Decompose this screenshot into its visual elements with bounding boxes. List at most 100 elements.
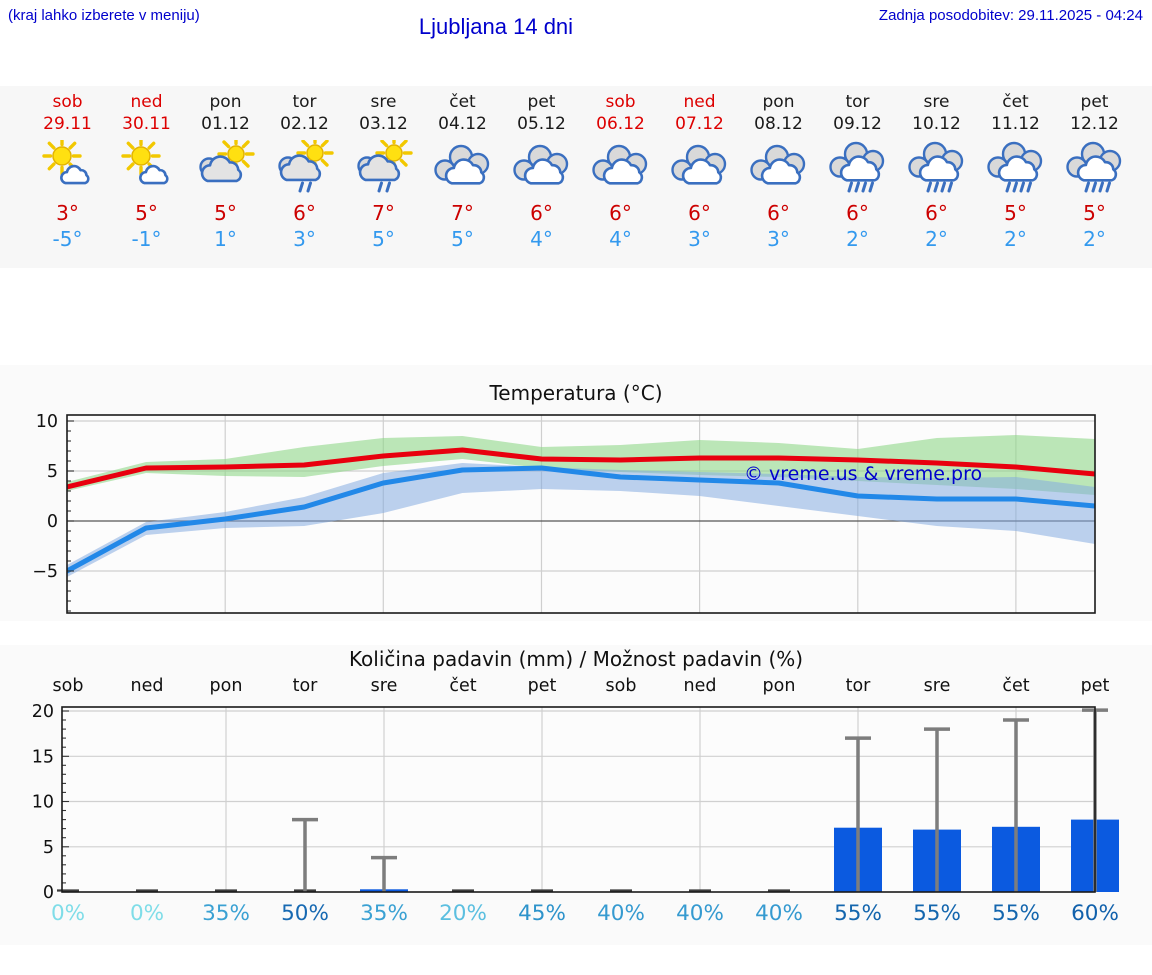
precip-probability-row: 0% 0% 35% 50% 35% 20% 45% 40% 40% 40% 55% 55% 55% 60% [0, 901, 1152, 935]
sun-shower-icon [344, 138, 423, 196]
precip-day-label: ned [130, 676, 164, 696]
day-name: pon [762, 92, 795, 112]
cloudy-icon [739, 138, 818, 196]
precip-probability-label: 20% [439, 901, 487, 926]
precip-probability-label: 55% [913, 901, 961, 926]
high-temp: 6° [925, 201, 948, 225]
low-temp: 2° [846, 227, 869, 251]
low-temp: 3° [767, 227, 790, 251]
rain-icon [1055, 138, 1134, 196]
high-temp: 7° [372, 201, 395, 225]
sun-shower-icon [265, 138, 344, 196]
low-temp: 2° [1083, 227, 1106, 251]
day-date: 29.11 [43, 114, 92, 134]
precip-probability-label: 0% [129, 901, 165, 926]
precip-probability-label: 35% [202, 901, 250, 926]
precip-day-label: sob [52, 676, 84, 696]
forecast-day-column: tor 09.12 6° 2° [818, 86, 897, 268]
precip-probability-label: 40% [755, 901, 803, 926]
low-temp: 2° [925, 227, 948, 251]
day-name: pet [527, 92, 556, 112]
day-date: 11.12 [991, 114, 1040, 134]
low-temp: 5° [372, 227, 395, 251]
precip-day-label: pet [527, 676, 557, 696]
forecast-day-column: sob 06.12 6° 4° [581, 86, 660, 268]
precip-probability-label: 35% [360, 901, 408, 926]
precip-day-label: pet [1080, 676, 1110, 696]
low-temp: 5° [451, 227, 474, 251]
svg-text:5: 5 [47, 462, 58, 482]
high-temp: 6° [293, 201, 316, 225]
svg-text:−5: −5 [32, 562, 58, 582]
day-date: 30.11 [122, 114, 171, 134]
precipitation-chart-title: Količina padavin (mm) / Možnost padavin … [348, 647, 804, 671]
svg-text:0: 0 [43, 883, 54, 900]
mostly-sunny-icon [28, 138, 107, 196]
page-title: Ljubljana 14 dni [418, 14, 574, 39]
low-temp: 1° [214, 227, 237, 251]
cloudy-icon [502, 138, 581, 196]
low-temp: -5° [52, 227, 83, 251]
day-date: 04.12 [438, 114, 487, 134]
mostly-sunny-icon [107, 138, 186, 196]
precipitation-chart-svg: 0 5 10 15 20 [32, 702, 1119, 900]
low-temp: 4° [609, 227, 632, 251]
temperature-chart-svg: 10 5 0 −5 [32, 412, 1096, 614]
svg-text:0: 0 [47, 512, 58, 532]
precip-day-label: tor [845, 676, 871, 696]
day-name: pon [209, 92, 242, 112]
svg-text:10: 10 [32, 793, 54, 813]
precip-probability-label: 50% [281, 901, 329, 926]
location-menu-hint: (kraj lahko izberete v meniju) [8, 7, 200, 24]
high-temp: 6° [688, 201, 711, 225]
svg-text:5: 5 [43, 838, 54, 858]
precipitation-chart: Količina padavin (mm) / Možnost padavin … [0, 645, 1152, 945]
precip-day-label: čet [449, 676, 477, 696]
day-date: 02.12 [280, 114, 329, 134]
day-name: sre [923, 92, 950, 112]
rain-icon [897, 138, 976, 196]
precip-day-label: pon [209, 676, 243, 696]
precip-probability-label: 60% [1071, 901, 1119, 926]
rain-icon [976, 138, 1055, 196]
day-date: 01.12 [201, 114, 250, 134]
day-date: 12.12 [1070, 114, 1119, 134]
precip-day-label: sob [605, 676, 637, 696]
cloudy-icon [423, 138, 502, 196]
day-name: sre [370, 92, 397, 112]
daily-forecast-strip: sob 29.11 3° -5° ned 30.11 5° -1° pon 01.12 5° 1° to… [0, 86, 1152, 268]
precip-day-label: ned [683, 676, 717, 696]
precip-probability-label: 45% [518, 901, 566, 926]
precip-day-label: tor [292, 676, 318, 696]
partly-cloudy-icon [186, 138, 265, 196]
day-date: 05.12 [517, 114, 566, 134]
high-temp: 7° [451, 201, 474, 225]
precip-day-label: sre [923, 676, 951, 696]
low-temp: 4° [530, 227, 553, 251]
cloudy-icon [581, 138, 660, 196]
day-date: 07.12 [675, 114, 724, 134]
forecast-day-column: sre 03.12 7° 5° [344, 86, 423, 268]
precip-probability-label: 40% [676, 901, 724, 926]
forecast-day-column: sob 29.11 3° -5° [28, 86, 107, 268]
watermark-label: © vreme.us & vreme.pro [744, 463, 983, 485]
precip-probability-label: 40% [597, 901, 645, 926]
last-update-timestamp: Zadnja posodobitev: 29.11.2025 - 04:24 [878, 7, 1143, 24]
forecast-day-column: čet 11.12 5° 2° [976, 86, 1055, 268]
precip-day-label: pon [762, 676, 796, 696]
day-name: ned [130, 92, 163, 112]
high-temp: 3° [56, 201, 79, 225]
day-name: čet [449, 92, 476, 112]
high-temp: 5° [214, 201, 237, 225]
day-date: 10.12 [912, 114, 961, 134]
low-temp: 3° [688, 227, 711, 251]
forecast-day-column: ned 07.12 6° 3° [660, 86, 739, 268]
svg-text:20: 20 [32, 702, 54, 722]
day-name: sob [605, 92, 636, 112]
forecast-day-column: pon 08.12 6° 3° [739, 86, 818, 268]
precip-day-label: čet [1002, 676, 1030, 696]
day-name: sob [52, 92, 83, 112]
day-date: 08.12 [754, 114, 803, 134]
day-date: 09.12 [833, 114, 882, 134]
